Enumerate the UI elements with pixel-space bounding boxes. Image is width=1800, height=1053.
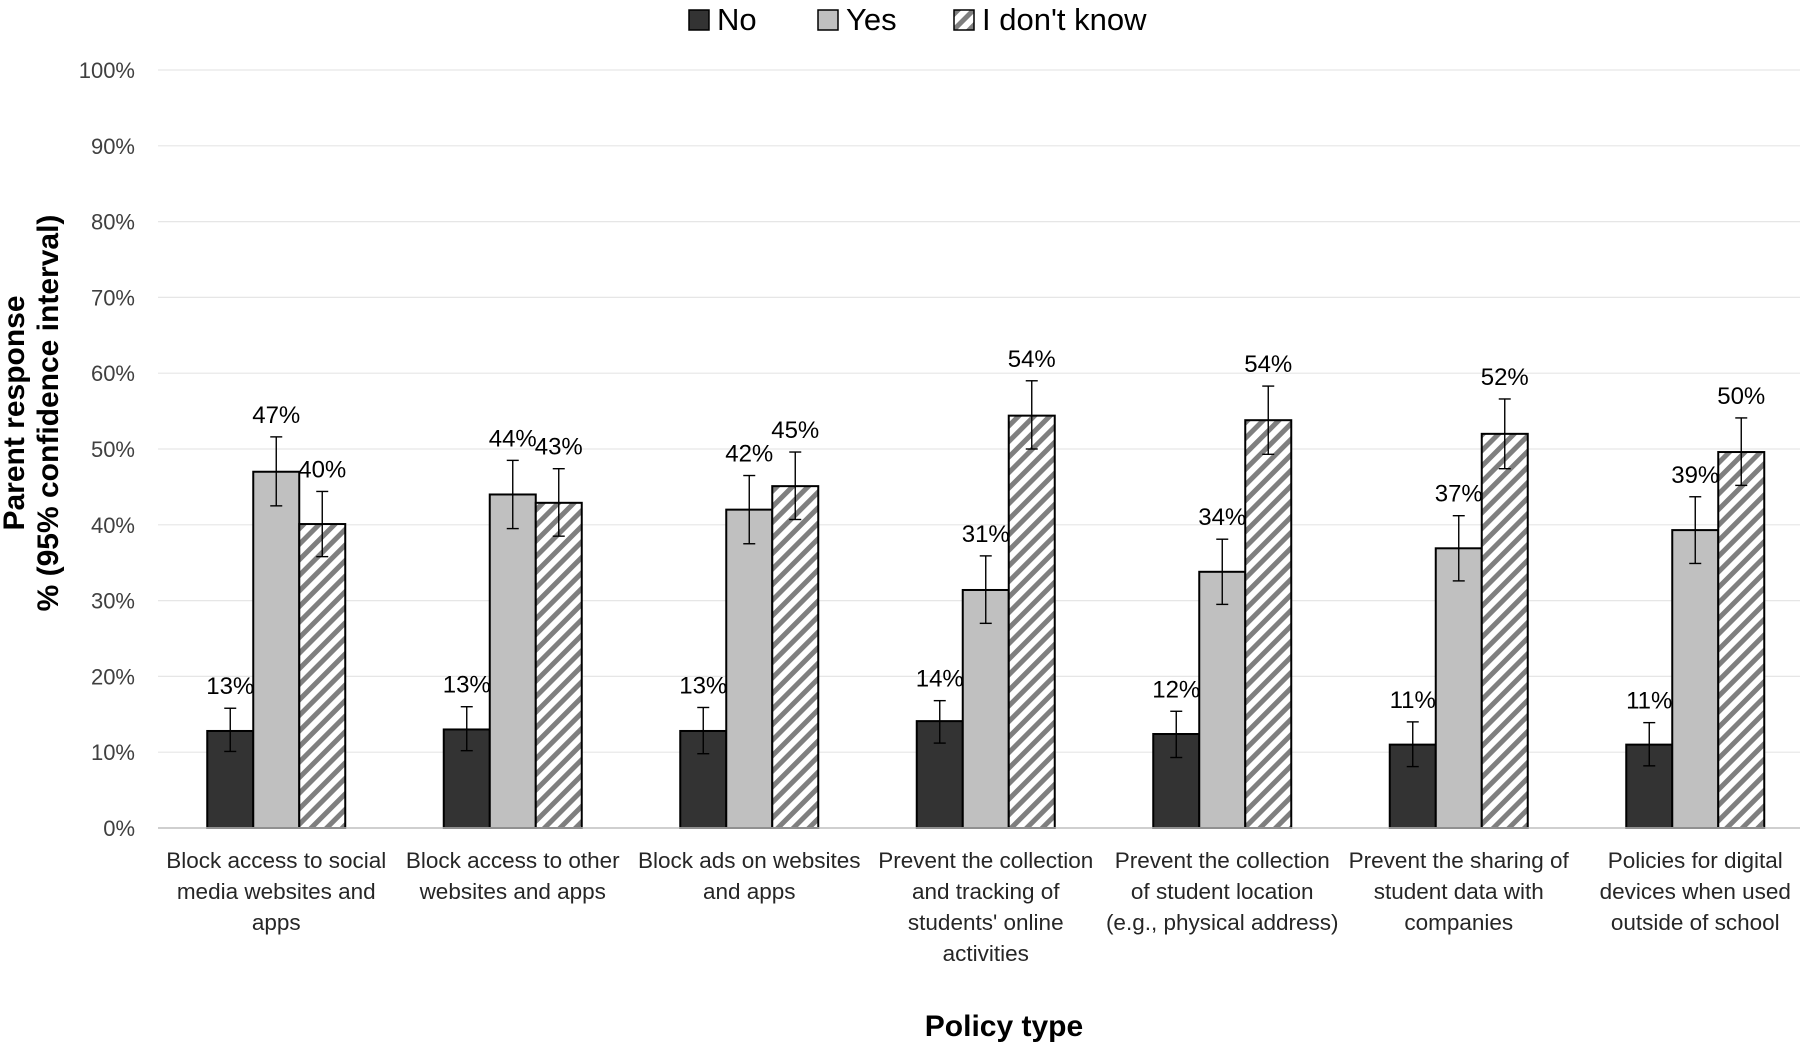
error-bar-yes (1452, 515, 1465, 582)
bar-yes (725, 508, 774, 829)
data-label-idk: 43% (535, 434, 583, 461)
bar-yes (1434, 547, 1483, 829)
data-label-yes: 31% (962, 521, 1010, 548)
y-tick-label: 60% (91, 361, 135, 386)
error-bar-yes (979, 555, 992, 625)
y-axis-title-line-2: % (95% confidence interval) (32, 215, 65, 612)
legend-swatch-idk (953, 9, 975, 31)
data-label-idk: 54% (1008, 346, 1056, 373)
gridlines (158, 69, 1800, 753)
error-bar-no (697, 706, 710, 755)
legend-item-no: No (688, 2, 757, 37)
bar-yes (1198, 570, 1247, 830)
data-label-yes: 34% (1198, 504, 1246, 531)
data-label-no: 14% (916, 666, 964, 693)
error-bar-idk (789, 451, 802, 521)
y-tick-label: 40% (91, 513, 135, 538)
bar-idk (298, 523, 347, 829)
bar-yes (961, 588, 1010, 829)
error-bar-no (224, 707, 237, 753)
x-category-label: Block ads on websites and apps (638, 848, 861, 904)
bar-idk (1007, 414, 1056, 829)
data-label-no: 13% (679, 672, 727, 699)
bar-idk (771, 485, 820, 829)
bar-yes (252, 470, 301, 829)
legend-swatch-yes (817, 9, 839, 31)
y-tick-label: 100% (79, 58, 135, 83)
error-bar-idk (1498, 398, 1511, 470)
data-label-yes: 42% (725, 441, 773, 468)
data-label-yes: 37% (1435, 481, 1483, 508)
y-tick-label: 0% (103, 816, 135, 841)
x-category-label: Block access to other websites and apps (406, 848, 620, 904)
error-bar-yes (1689, 496, 1702, 565)
legend-label-no: No (717, 2, 757, 37)
data-label-idk: 40% (298, 456, 346, 483)
bar-no (915, 720, 964, 830)
data-labels: 13% 47% 40% 13% 44%43% 13% 42%45% 14% 31% 54% 12% 3… (206, 346, 1765, 715)
y-axis-ticks: 0% 10% 20% 30% 40% 50% 60% 70% 80% 90% 100% (79, 58, 135, 841)
error-bar-no (460, 706, 473, 752)
bar-idk (1480, 432, 1529, 829)
error-bar-idk (316, 490, 329, 558)
bar-idk (1244, 419, 1293, 829)
bar-idk (1717, 451, 1766, 829)
legend: No Yes I don't know (688, 2, 1147, 37)
y-tick-label: 70% (91, 285, 135, 310)
error-bar-no (1170, 710, 1183, 759)
y-axis-title-line-1: Parent response (0, 295, 31, 530)
data-label-no: 11% (1626, 688, 1672, 715)
error-bar-idk (1735, 417, 1748, 487)
y-tick-label: 50% (91, 437, 135, 462)
legend-label-idk: I don't know (982, 2, 1147, 37)
error-bar-yes (506, 459, 519, 530)
x-category-label: Prevent the collection and tracking of stu… (878, 848, 1093, 966)
error-bar-yes (1216, 538, 1229, 606)
y-tick-label: 20% (91, 664, 135, 689)
x-category-label: Prevent the sharing of student data with c… (1349, 848, 1570, 935)
error-bar-idk (552, 468, 565, 537)
data-label-yes: 44% (489, 425, 537, 452)
y-tick-label: 10% (91, 740, 135, 765)
legend-label-yes: Yes (846, 2, 897, 37)
data-label-no: 12% (1152, 676, 1200, 703)
error-bar-no (1406, 721, 1419, 768)
x-category-label: Policies for digital devices when used out… (1600, 848, 1791, 935)
y-tick-label: 30% (91, 589, 135, 614)
error-bar-yes (743, 474, 756, 545)
legend-swatch-no (688, 9, 710, 31)
bar-idk (534, 501, 583, 829)
error-bar-no (1643, 721, 1656, 767)
bar-yes (488, 493, 537, 829)
data-label-idk: 45% (771, 417, 819, 444)
data-label-idk: 52% (1481, 364, 1529, 391)
legend-item-yes: Yes (817, 2, 897, 37)
y-tick-label: 90% (91, 134, 135, 159)
data-label-no: 11% (1390, 687, 1436, 714)
error-bars (224, 380, 1748, 768)
data-label-yes: 47% (252, 402, 300, 429)
data-label-no: 13% (206, 673, 254, 700)
error-bar-no (933, 699, 946, 744)
legend-item-idk: I don't know (953, 2, 1147, 37)
error-bar-yes (270, 436, 283, 507)
x-category-label: Block access to social media websites and… (166, 848, 386, 935)
x-axis-title: Policy type (925, 1010, 1083, 1043)
error-bar-idk (1262, 385, 1275, 456)
y-tick-label: 80% (91, 210, 135, 235)
error-bar-idk (1025, 380, 1038, 450)
x-axis-categories: Block access to social media websites and… (166, 848, 1791, 966)
data-label-idk: 50% (1717, 383, 1765, 410)
data-label-no: 13% (443, 672, 491, 699)
data-label-yes: 39% (1671, 462, 1719, 489)
data-label-idk: 54% (1244, 351, 1292, 378)
bar-yes (1671, 529, 1720, 830)
x-category-label: Prevent the collection of student locatio… (1106, 848, 1339, 935)
